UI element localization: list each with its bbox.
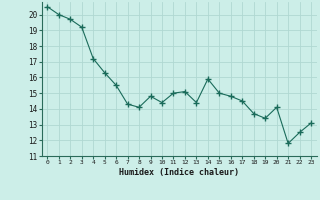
X-axis label: Humidex (Indice chaleur): Humidex (Indice chaleur) bbox=[119, 168, 239, 177]
